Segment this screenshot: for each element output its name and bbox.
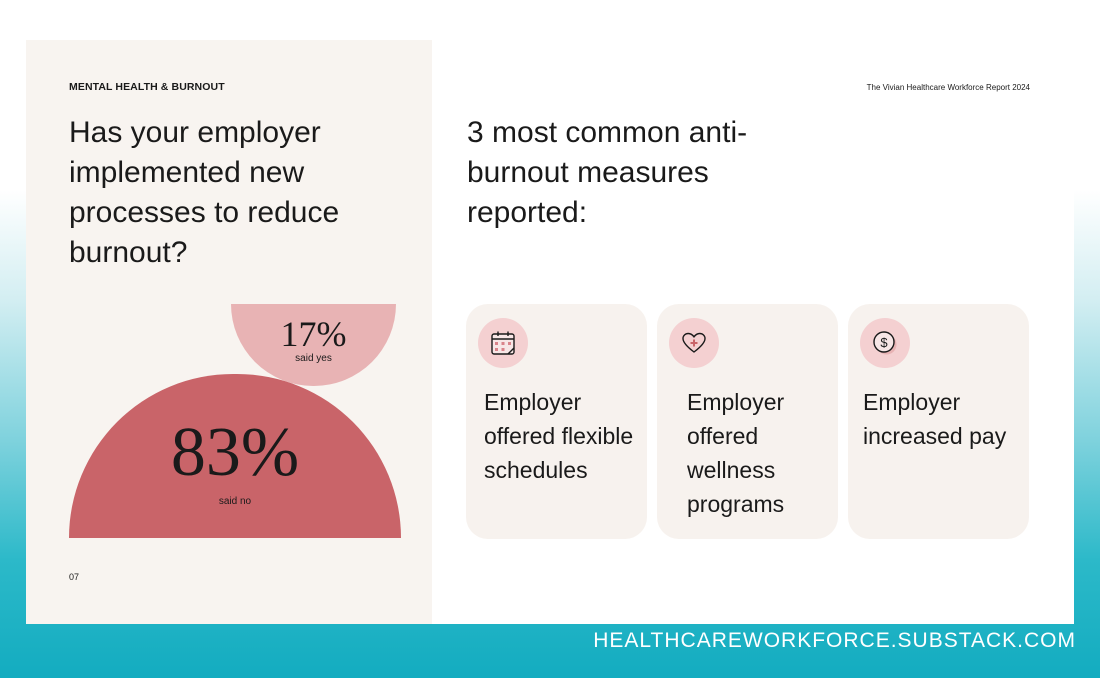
svg-text:$: $ [880, 335, 888, 350]
yes-semicircle-slice: 17% said yes [231, 304, 396, 386]
section-label: MENTAL HEALTH & BURNOUT [69, 81, 225, 93]
no-semicircle-slice: 83% said no [69, 374, 401, 538]
measure-card-increased-pay: $ Employer increased pay [848, 304, 1029, 539]
question-heading: Has your employer implemented new proces… [69, 116, 340, 269]
heart-plus-icon [669, 318, 719, 368]
left-panel: MENTAL HEALTH & BURNOUT Has your employe… [26, 40, 432, 624]
measures-heading: 3 most common anti-burnout measures repo… [467, 116, 748, 229]
report-title: The Vivian Healthcare Workforce Report 2… [866, 83, 1030, 92]
report-page: MENTAL HEALTH & BURNOUT Has your employe… [26, 40, 1074, 624]
yes-percent-label: 17% [280, 314, 347, 354]
dollar-coin-icon: $ [860, 318, 910, 368]
measure-card-flexible-schedules: Employer offered flexible schedules [466, 304, 647, 539]
page-number: 07 [69, 572, 80, 582]
measure-card-wellness-programs: Employer offered wellness programs [657, 304, 838, 539]
measure-label: Employer increased pay [863, 389, 1007, 449]
no-category-label: said no [218, 496, 252, 507]
measure-label: Employer offered wellness programs [687, 389, 785, 517]
footer-url[interactable]: HEALTHCAREWORKFORCE.SUBSTACK.COM [593, 629, 1076, 652]
calendar-icon [478, 318, 528, 368]
no-percent-label: 83% [170, 414, 300, 491]
yes-category-label: said yes [295, 353, 332, 364]
measure-label: Employer offered flexible schedules [484, 389, 634, 483]
